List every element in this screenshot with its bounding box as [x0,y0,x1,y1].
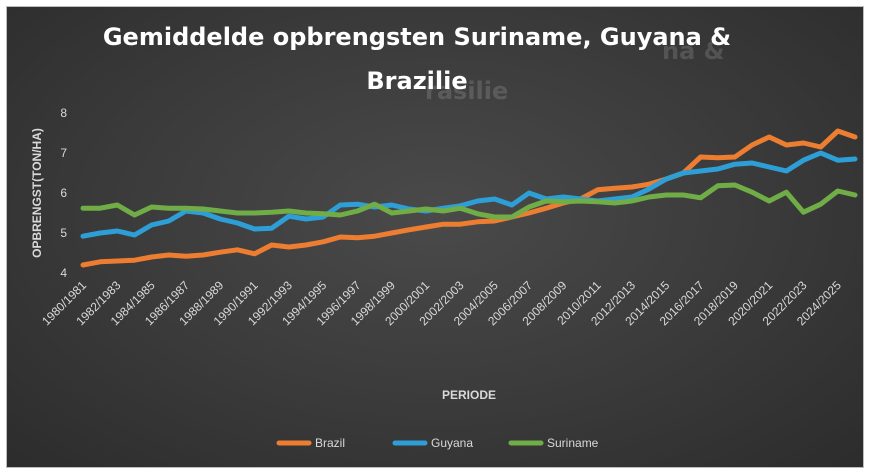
line-chart: 456781980/19811982/19831984/19851986/198… [30,106,858,450]
chart-area: na & rasilie Gemiddelde opbrengsten Suri… [6,6,864,468]
x-axis-title: PERIODE [442,388,496,402]
y-tick-label: 8 [60,106,67,120]
legend-label-brazil: Brazil [315,436,345,450]
y-tick-label: 5 [60,226,67,240]
legend-label-guyana: Guyana [431,436,473,450]
chart-title-line2: Brazilie [366,67,468,95]
y-tick-label: 4 [60,266,67,280]
y-tick-label: 6 [60,186,67,200]
chart-title: Gemiddelde opbrengsten Suriname, Guyana … [102,23,732,51]
series-line-guyana [80,150,858,239]
y-axis-title: OPBRENGST(TON/HA) [30,128,44,258]
y-tick-label: 7 [60,146,67,160]
series-line-brazil [80,128,858,268]
legend-label-suriname: Suriname [547,436,599,450]
ghost-title-text-2: rasilie [425,77,509,105]
ghost-title-text: na & [662,37,725,65]
series-line-suriname [80,182,858,220]
